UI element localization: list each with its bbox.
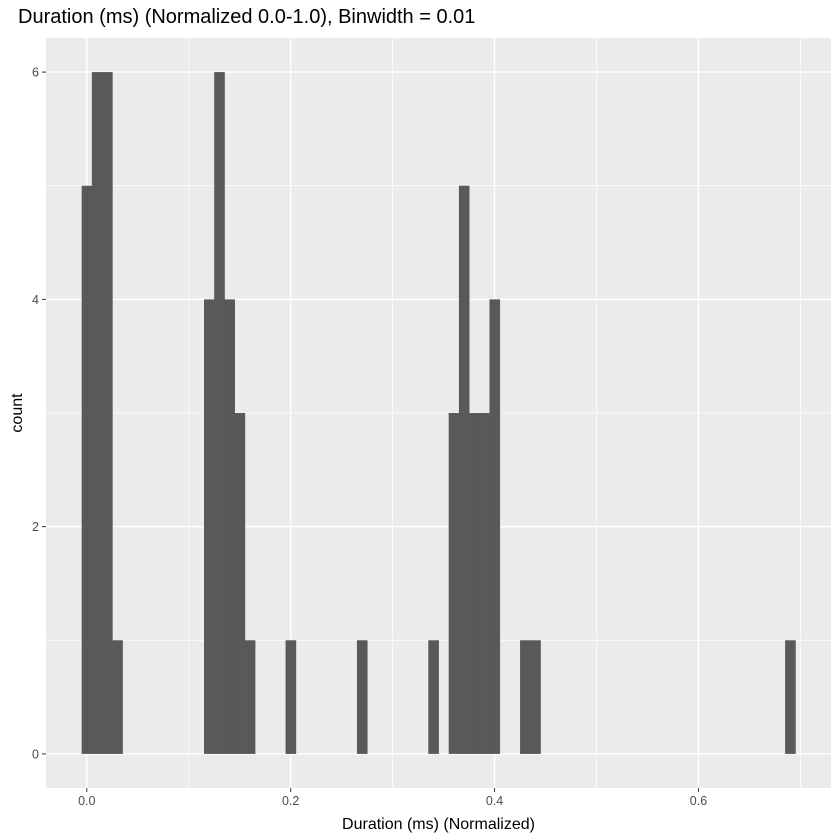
x-tick-label: 0.2 [282,794,299,808]
histogram-bar [458,185,470,754]
grid-minor [46,38,831,788]
y-axis: 0 2 4 6 [32,66,46,761]
histogram-bar [214,72,225,754]
histogram-bar [479,413,490,754]
y-axis-title: count [9,393,26,433]
histogram-bar [530,640,541,754]
histogram-bar [448,413,460,754]
chart-title: Duration (ms) (Normalized 0.0-1.0), Binw… [18,6,475,28]
x-tick-label: 0.6 [690,794,707,808]
y-tick-label: 0 [32,747,39,761]
histogram-bar [520,640,531,754]
histogram-bar [489,299,501,754]
histogram-bar [244,640,256,754]
x-tick-label: 0.0 [78,794,95,808]
y-tick-label: 4 [32,293,39,307]
histogram-bar [285,640,297,754]
histogram-bar [112,640,123,754]
histogram-bar [356,640,368,754]
y-tick-label: 2 [32,520,39,534]
bars [81,72,796,754]
y-tick-label: 6 [32,66,39,80]
x-axis: 0.0 0.2 0.4 0.6 [78,788,707,808]
histogram-bar [81,185,93,754]
histogram-bar [204,299,215,754]
x-axis-title: Duration (ms) (Normalized) [342,816,535,833]
histogram-bar [102,72,113,754]
histogram-bar [234,413,246,754]
histogram-bar [428,640,439,754]
x-tick-label: 0.4 [486,794,503,808]
histogram-bar [91,72,103,754]
histogram-bar [469,413,480,754]
histogram-bar [224,299,236,754]
histogram-bar [785,640,796,754]
